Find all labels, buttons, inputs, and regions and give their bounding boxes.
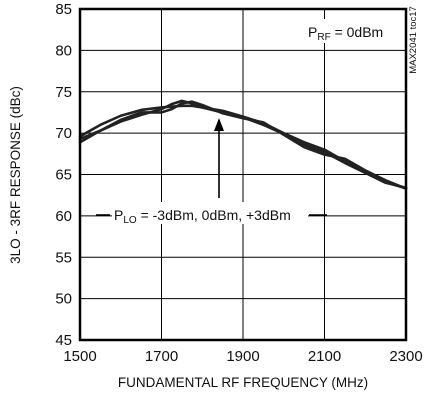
plo-label-rest: = -3dBm, 0dBm, +3dBm xyxy=(137,207,291,223)
y-tick-label: 55 xyxy=(55,249,72,266)
svg-text:PLO = -3dBm, 0dBm, +3dBm: PLO = -3dBm, 0dBm, +3dBm xyxy=(114,207,291,226)
plot-frame xyxy=(78,7,408,342)
series-line-3 xyxy=(78,100,408,190)
x-axis-title: FUNDAMENTAL RF FREQUENCY (MHz) xyxy=(118,375,368,390)
x-tick-label: 2100 xyxy=(308,348,341,365)
y-axis-title: 3LO - 3RF RESPONSE (dBc) xyxy=(8,86,23,264)
prf-label-rest: = 0dBm xyxy=(331,24,384,40)
y-tick-label: 50 xyxy=(55,291,72,308)
y-tick-label: 85 xyxy=(55,1,72,18)
prf-label-main: P xyxy=(308,24,317,40)
x-tick-label: 2300 xyxy=(389,348,422,365)
y-tick-label: 45 xyxy=(55,332,72,349)
y-tick-label: 60 xyxy=(55,208,72,225)
y-tick-label: 80 xyxy=(55,42,72,59)
tick-labels: 45 50 55 60 65 70 75 80 85 1500 1700 1900 2100 2300 xyxy=(55,1,422,365)
y-tick-label: 75 xyxy=(55,84,72,101)
x-tick-label: 1500 xyxy=(63,348,96,365)
grid-lines xyxy=(80,9,406,340)
x-tick-label: 1900 xyxy=(226,348,259,365)
series-line-2 xyxy=(78,104,408,190)
svg-text:PRF = 0dBm: PRF = 0dBm xyxy=(308,24,383,43)
figure-code-label: MAX2041 toc17 xyxy=(408,6,419,74)
y-tick-label: 70 xyxy=(55,125,72,142)
prf-annotation: PRF = 0dBm xyxy=(304,19,402,43)
plo-arrow-head xyxy=(214,118,224,131)
plo-label-main: P xyxy=(114,207,123,223)
series-lines xyxy=(78,99,408,190)
plo-label-sub: LO xyxy=(123,215,137,226)
prf-label-sub: RF xyxy=(317,32,330,43)
y-tick-label: 65 xyxy=(55,167,72,184)
x-tick-label: 1700 xyxy=(145,348,178,365)
plo-annotation: PLO = -3dBm, 0dBm, +3dBm xyxy=(96,118,327,226)
